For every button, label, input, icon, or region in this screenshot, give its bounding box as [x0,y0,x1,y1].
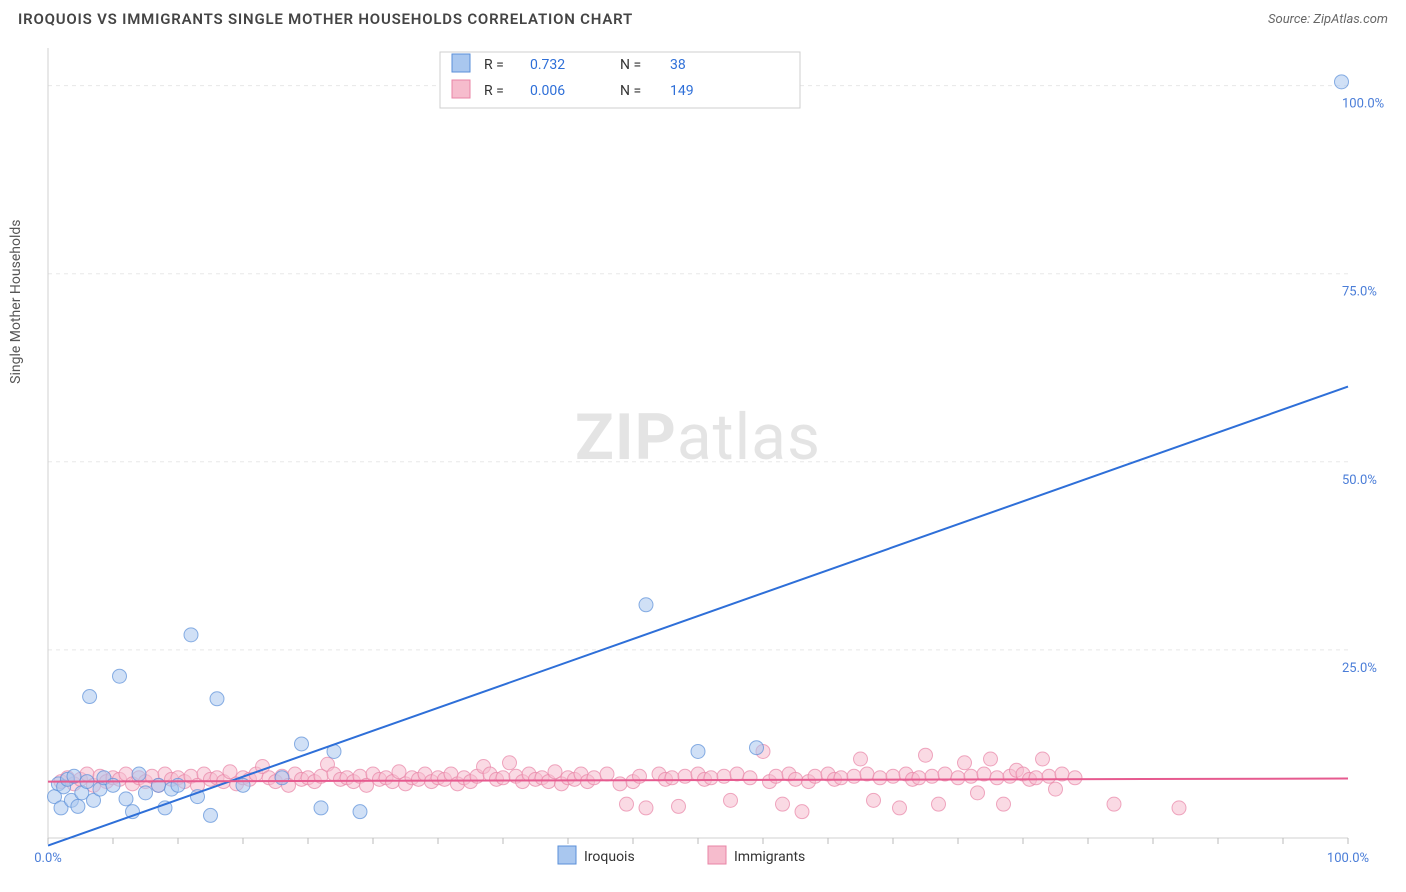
legend-n-value: 38 [670,57,686,73]
data-point [613,777,627,791]
data-point [964,769,978,783]
data-point [951,771,965,785]
data-point [119,792,133,806]
chart-header: IROQUOIS VS IMMIGRANTS SINGLE MOTHER HOU… [0,0,1406,34]
data-point [795,805,809,819]
data-point [665,771,679,785]
y-axis-label: Single Mother Households [8,220,24,384]
legend-r-label: R = [484,83,504,99]
data-point [1172,801,1186,815]
data-point [912,771,926,785]
data-point [1068,771,1082,785]
legend-swatch [452,54,470,72]
data-point [132,767,146,781]
data-point [769,769,783,783]
data-point [204,808,218,822]
data-point [113,669,127,683]
data-point [184,628,198,642]
data-point [1107,797,1121,811]
chart-area: Single Mother Households 25.0% 50.0% 75.0%… [0,40,1406,892]
data-point [210,692,224,706]
legend-r-value: 0.006 [530,83,565,99]
legend-series-item: Immigrants [708,846,805,865]
data-point [730,767,744,781]
legend-series-label: Iroquois [584,849,635,865]
data-point [587,771,601,785]
data-point [834,771,848,785]
legend-n-label: N = [620,57,641,73]
data-point [295,737,309,751]
watermark: ZIPatlas [575,400,821,475]
y-tick-label: 75.0% [1342,285,1377,300]
chart-source: Source: ZipAtlas.com [1268,12,1388,27]
legend-series-item: Iroquois [558,846,635,865]
data-point [71,799,85,813]
data-point [990,771,1004,785]
data-point [743,771,757,785]
data-point [1036,752,1050,766]
x-tick-label: 100.0% [1327,851,1369,866]
data-point [724,793,738,807]
legend-swatch [452,80,470,98]
data-point [750,741,764,755]
legend-n-value: 149 [670,83,694,99]
y-tick-label: 50.0% [1342,473,1377,488]
data-point [932,797,946,811]
data-point [919,748,933,762]
data-point [600,767,614,781]
data-point [717,769,731,783]
data-point [971,786,985,800]
y-tick-label: 25.0% [1342,661,1377,676]
legend-r-label: R = [484,57,504,73]
data-point [997,797,1011,811]
data-point [1335,75,1349,89]
data-point [854,752,868,766]
data-point [1042,769,1056,783]
scatter-chart: 25.0% 50.0% 75.0% 100.0% 0.0% 100.0% ZIPatlas R… [0,40,1406,892]
data-point [776,797,790,811]
data-point [867,793,881,807]
chart-title: IROQUOIS VS IMMIGRANTS SINGLE MOTHER HOU… [18,10,633,28]
data-point [678,769,692,783]
data-point [672,799,686,813]
data-point [808,769,822,783]
data-point [83,690,97,704]
data-point [639,598,653,612]
data-point [1029,771,1043,785]
data-point [639,801,653,815]
data-point [496,771,510,785]
legend-swatch [708,846,726,864]
x-tick-label: 0.0% [34,851,62,866]
legend-swatch [558,846,576,864]
data-point [873,771,887,785]
data-point [704,771,718,785]
legend-series-label: Immigrants [734,849,805,865]
data-point [503,756,517,770]
data-point [353,805,367,819]
legend-n-label: N = [620,83,641,99]
data-point [847,769,861,783]
data-point [893,801,907,815]
data-point [275,771,289,785]
legend-r-value: 0.732 [530,57,565,73]
data-point [139,786,153,800]
data-point [620,797,634,811]
data-point [958,756,972,770]
y-tick-label: 100.0% [1342,97,1384,112]
data-point [925,769,939,783]
data-point [691,744,705,758]
data-point [886,769,900,783]
data-point [314,801,328,815]
data-point [984,752,998,766]
data-point [1049,782,1063,796]
